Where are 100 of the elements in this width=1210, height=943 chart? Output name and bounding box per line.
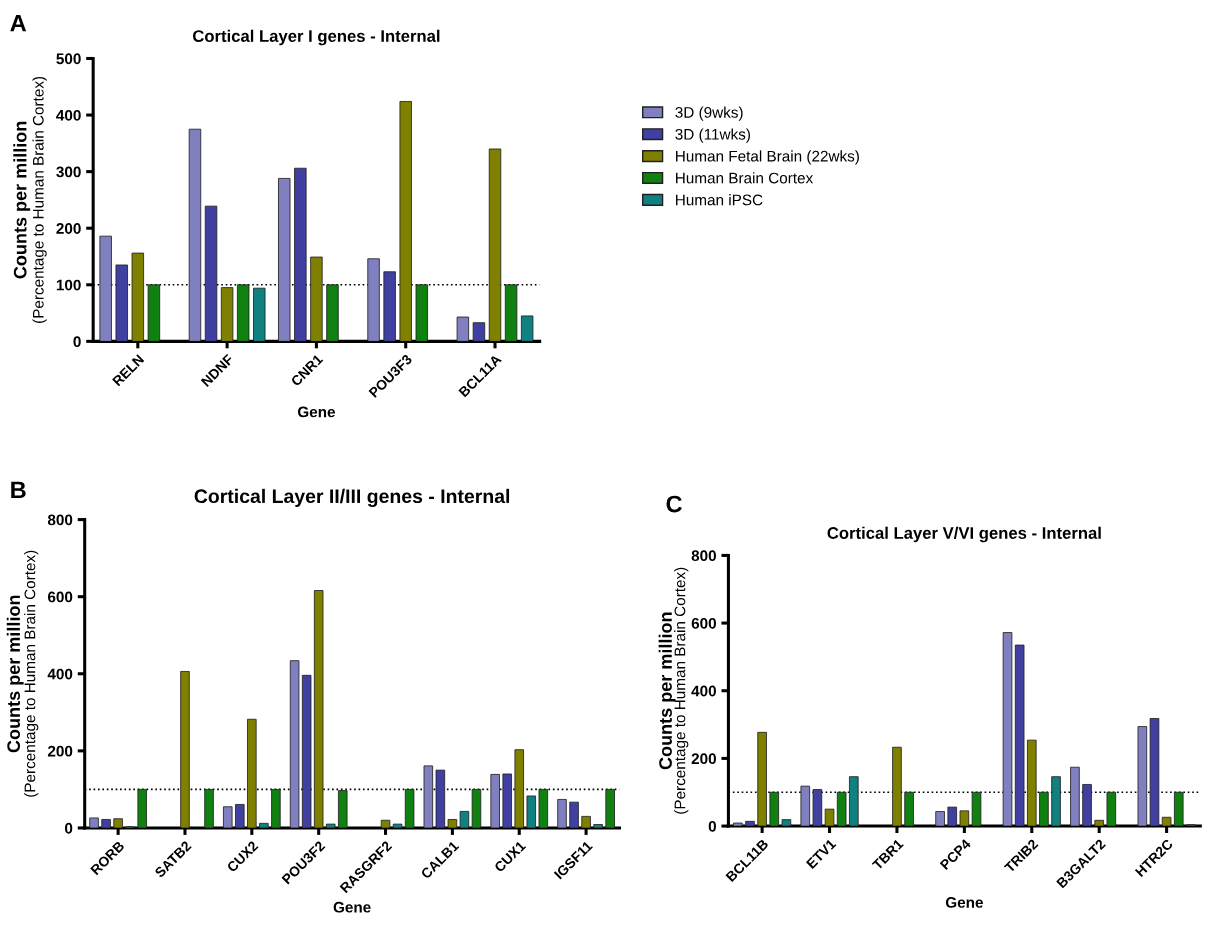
y-tick-label: 0 [65, 822, 73, 834]
bar [253, 287, 266, 342]
bar [404, 788, 415, 828]
y-tick-label: 400 [47, 668, 73, 680]
bar [235, 804, 245, 828]
y-tick-label: 300 [56, 166, 81, 178]
bar [459, 810, 470, 828]
bar [849, 776, 859, 827]
legend-label: Human Fetal Brain (22wks) [676, 150, 859, 165]
y-tick-label: 600 [47, 591, 73, 603]
bar [220, 287, 234, 342]
bar [520, 315, 534, 342]
text: C [666, 495, 682, 513]
chart-title: Cortical Layer II/III genes - Internal [194, 488, 510, 508]
x-axis-title: Gene [945, 897, 983, 908]
bar [1070, 766, 1080, 827]
y-tick-label: 800 [47, 514, 73, 526]
bar [313, 590, 324, 828]
bar [472, 322, 486, 342]
bar [101, 819, 111, 828]
legend-label: Human Brain Cortex [676, 172, 814, 184]
bar [1027, 739, 1037, 827]
bar [338, 790, 348, 828]
bar [769, 791, 780, 827]
bar [538, 788, 549, 828]
bar [1161, 816, 1172, 827]
y-tick-label: 600 [691, 617, 716, 629]
bar [383, 271, 396, 342]
text: B [11, 481, 26, 499]
bar [131, 252, 145, 342]
bar [180, 671, 190, 828]
y-tick-label: 200 [691, 753, 716, 765]
bar [733, 822, 743, 827]
bar [514, 749, 524, 828]
bar [471, 788, 482, 828]
bar [380, 819, 391, 828]
y-tick-label: 200 [47, 745, 73, 757]
chart-title: Cortical Layer I genes - Internal [193, 29, 440, 46]
y-tick-label: 500 [56, 53, 81, 65]
bar [259, 822, 269, 828]
bar [289, 660, 300, 828]
bar [947, 806, 958, 827]
bar [935, 811, 945, 827]
bar [757, 731, 767, 827]
bar [278, 178, 291, 342]
bar [490, 773, 500, 828]
bar [569, 801, 579, 828]
bar [781, 819, 792, 827]
bar [904, 791, 914, 827]
bar [115, 264, 128, 342]
bar [824, 808, 835, 827]
legend-label: 3D (9wks) [675, 106, 743, 121]
bar [557, 799, 567, 828]
bar [89, 817, 99, 828]
bar [435, 769, 446, 828]
y-tick-label: 200 [56, 223, 81, 234]
bar [971, 791, 982, 827]
bar [367, 258, 380, 342]
y-axis-title: Counts per million (Percentage to Human Brain Cortex) [658, 567, 689, 814]
bar [502, 773, 512, 828]
bar [236, 284, 250, 342]
bar [1039, 791, 1049, 827]
y-axis-title: Counts per million (Percentage to Human Brain Cortex) [6, 550, 39, 797]
bar [399, 101, 412, 342]
bar [800, 785, 811, 827]
bar [581, 815, 591, 828]
bar [392, 823, 403, 828]
bar [326, 284, 339, 342]
y-tick-label: 800 [691, 550, 716, 562]
bar [188, 128, 202, 342]
bar [1082, 784, 1092, 827]
bar [504, 284, 518, 342]
bar [113, 818, 123, 828]
x-axis-title: Gene [333, 901, 371, 913]
bar [99, 235, 112, 342]
y-tick-label: 0 [73, 336, 81, 348]
bar [1094, 819, 1104, 827]
bar [1002, 632, 1013, 827]
bar [204, 788, 214, 828]
bar [423, 765, 434, 828]
bar [1137, 726, 1148, 827]
bar [271, 788, 281, 828]
chart-title: Cortical Layer V/VI genes - Internal [827, 526, 1101, 543]
bar [137, 788, 147, 828]
bar [1106, 791, 1117, 827]
x-axis-title: Gene [297, 406, 335, 418]
text: A [10, 15, 27, 32]
y-tick-label: 0 [708, 820, 716, 832]
bar [456, 316, 470, 342]
bar [1149, 718, 1160, 827]
bar [812, 789, 823, 827]
bar [593, 824, 603, 828]
y-tick-label: 400 [56, 109, 81, 121]
bar [294, 167, 307, 342]
bar [447, 819, 458, 828]
bar [526, 795, 537, 828]
bar [1173, 791, 1184, 827]
bar [1014, 644, 1025, 827]
bar [147, 284, 161, 342]
y-tick-label: 100 [56, 279, 81, 291]
